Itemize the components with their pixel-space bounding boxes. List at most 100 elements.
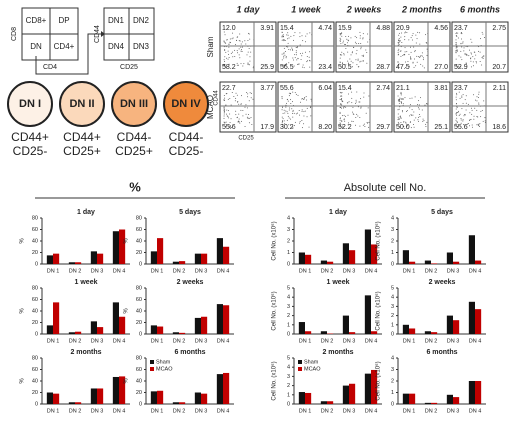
quadrant-percent: 52.2 [338, 124, 352, 131]
event-dot [228, 43, 230, 45]
subset-circle [163, 81, 209, 127]
event-dot [309, 107, 311, 109]
bar [223, 305, 230, 334]
event-dot [230, 126, 232, 128]
event-dot [294, 54, 296, 56]
subset-name: DN II [69, 98, 94, 110]
chart-title: 1 day [77, 209, 95, 216]
event-dot [361, 55, 363, 57]
event-dot [242, 65, 244, 67]
event-dot [238, 118, 240, 120]
event-dot [247, 96, 249, 98]
event-dot [339, 95, 341, 97]
quadrant-percent: 2.75 [492, 25, 506, 32]
event-dot [402, 55, 404, 57]
event-dot [412, 33, 414, 35]
event-dot [224, 122, 226, 124]
event-dot [463, 50, 465, 52]
event-dot [245, 43, 247, 45]
event-dot [238, 54, 240, 56]
event-dot [252, 98, 254, 100]
event-dot [366, 62, 368, 64]
event-dot [472, 65, 474, 67]
event-dot [411, 97, 413, 99]
event-dot [418, 108, 420, 110]
quadrant-percent: 55.6 [454, 124, 468, 131]
event-dot [341, 121, 343, 123]
event-dot [462, 94, 464, 96]
bar [424, 331, 431, 334]
event-dot [410, 37, 412, 39]
x-tick-label: DN 1 [47, 268, 60, 274]
event-dot [354, 41, 356, 43]
x-tick-label: DN 3 [91, 268, 104, 274]
event-dot [415, 117, 417, 119]
y-tick-label: 2 [287, 238, 290, 244]
event-dot [347, 102, 349, 104]
event-dot [301, 120, 303, 122]
event-dot [365, 112, 367, 114]
event-dot [475, 54, 477, 56]
event-dot [248, 100, 250, 102]
event-dot [414, 50, 416, 52]
event-dot [285, 110, 287, 112]
event-dot [342, 63, 344, 65]
y-tick-label: 0 [139, 261, 142, 267]
quadrant-percent: 30.2 [280, 124, 294, 131]
bar [68, 332, 75, 334]
quadrant-percent: 50.0 [396, 124, 410, 131]
y-tick-label: 40 [136, 238, 142, 244]
event-dot [343, 54, 345, 56]
event-dot [365, 49, 367, 51]
event-dot [351, 91, 353, 93]
event-dot [456, 112, 458, 114]
event-dot [284, 123, 286, 125]
event-dot [405, 66, 407, 68]
event-dot [294, 32, 296, 34]
legend-swatch [150, 367, 154, 371]
event-dot [240, 103, 242, 105]
event-dot [285, 63, 287, 65]
event-dot [410, 51, 412, 53]
event-dot [286, 98, 288, 100]
y-tick-label: 20 [136, 250, 142, 256]
event-dot [366, 51, 368, 53]
y-tick-label: 1 [391, 322, 394, 328]
event-dot [339, 54, 341, 56]
event-dot [480, 116, 482, 118]
event-dot [340, 103, 342, 105]
event-dot [400, 101, 402, 103]
quadrant-percent: 27.0 [434, 64, 448, 71]
bar [402, 393, 409, 404]
x-tick-label: DN 1 [47, 408, 60, 414]
event-dot [404, 32, 406, 34]
quadrant-percent: 4.56 [434, 25, 448, 32]
quadrant-percent: 4.88 [376, 25, 390, 32]
event-dot [458, 55, 460, 57]
bar [150, 391, 157, 404]
bar [90, 388, 97, 404]
event-dot [299, 122, 301, 124]
bar [409, 328, 416, 334]
event-dot [424, 104, 426, 106]
event-dot [359, 117, 361, 119]
event-dot [339, 122, 341, 124]
event-dot [223, 115, 225, 117]
event-dot [468, 55, 470, 57]
event-dot [237, 101, 239, 103]
event-dot [236, 62, 238, 64]
event-dot [477, 97, 479, 99]
quadrant-label: DN4 [108, 42, 125, 51]
chart-title: 1 day [329, 209, 347, 216]
event-dot [465, 62, 467, 64]
y-tick-label: 4 [391, 215, 394, 221]
bar [475, 309, 482, 334]
event-dot [281, 53, 283, 55]
bar [349, 250, 356, 264]
bar [201, 253, 208, 264]
y-axis-label: Cell No. (x10⁶) [375, 221, 382, 260]
event-dot [480, 110, 482, 112]
bar [431, 332, 438, 334]
x-tick-label: DN 3 [343, 408, 356, 414]
y-axis-label: Cell No. (x10⁶) [271, 361, 278, 400]
